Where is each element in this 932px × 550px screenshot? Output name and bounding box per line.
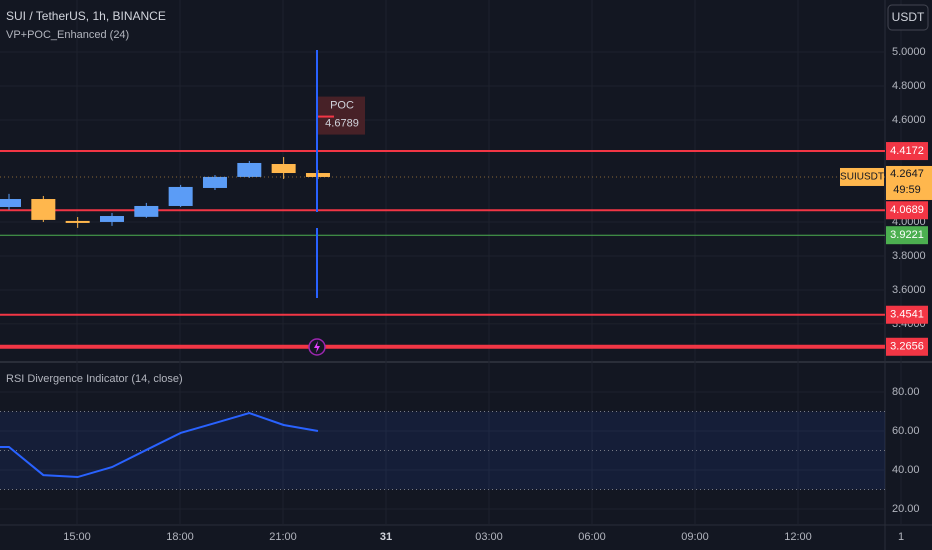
candle-body (0, 199, 21, 208)
poc-title: POC (330, 99, 354, 111)
candle-body (237, 162, 262, 177)
currency: USDT (892, 10, 925, 24)
y-tick-label: 3.8000 (892, 250, 926, 262)
level-label: 3.2656 (890, 341, 924, 353)
time-label: 18:00 (166, 531, 194, 543)
level-label-box (886, 201, 928, 220)
level-label: 3.4541 (890, 309, 924, 321)
candle-body (168, 186, 193, 206)
y-tick-label: 40.00 (892, 464, 920, 476)
level-label-box (886, 305, 928, 324)
y-tick-label: 3.6000 (892, 284, 926, 296)
level-label: 4.0689 (890, 204, 924, 216)
time-label: 31 (380, 531, 392, 543)
y-tick-label: 80.00 (892, 386, 920, 398)
time-label: 21:00 (269, 531, 297, 543)
level-label: 4.4172 (890, 145, 924, 157)
candle-body (134, 205, 159, 217)
time-label: 1 (898, 531, 904, 543)
time-label: 06:00 (578, 531, 606, 543)
time-label: 15:00 (63, 531, 91, 543)
symbol-box (840, 167, 884, 186)
rsi-line (0, 412, 319, 479)
labels: 15:00 18:00 21:00 31 03:00 06:00 09:00 12:00 1 4.… (63, 96, 932, 543)
level-label-box (886, 142, 928, 161)
last-price-box (886, 165, 932, 200)
candle-body (271, 164, 296, 174)
price-pane (0, 150, 885, 491)
level-label: 3.9221 (890, 229, 924, 241)
level-label-box (886, 337, 928, 356)
level-label-box (886, 226, 928, 245)
y-tick-label: 20.00 (892, 503, 920, 515)
symbol-title: SUI / TetherUS, 1h, BINANCE (6, 9, 166, 23)
candle-body (99, 216, 124, 222)
symbol-label: SUIUSDT (840, 172, 884, 183)
candle-body (202, 176, 227, 188)
time-label: 03:00 (475, 531, 503, 543)
candle-body (31, 199, 56, 220)
currency-button[interactable] (887, 4, 929, 31)
y-tick-label: 4.6000 (892, 114, 926, 126)
countdown-label: 49:59 (893, 184, 921, 196)
y-tick-label: 5.0000 (892, 46, 926, 58)
y-tick-label: 60.00 (892, 425, 920, 437)
candle-body (65, 220, 90, 223)
rsi-title: RSI Divergence Indicator (14, close) (6, 373, 183, 385)
time-label: 12:00 (784, 531, 812, 543)
poc-value: 4.6789 (325, 117, 359, 129)
time-label: 09:00 (681, 531, 709, 543)
lightning (314, 341, 320, 353)
indicator-title: VP+POC_Enhanced (24) (6, 29, 129, 41)
rsi-band (0, 411, 885, 490)
y-tick-label: 4.8000 (892, 80, 926, 92)
last-price-label: 4.2647 (890, 168, 924, 180)
grid: 5.00004.80004.60004.00003.80003.60003.40… (0, 0, 926, 525)
